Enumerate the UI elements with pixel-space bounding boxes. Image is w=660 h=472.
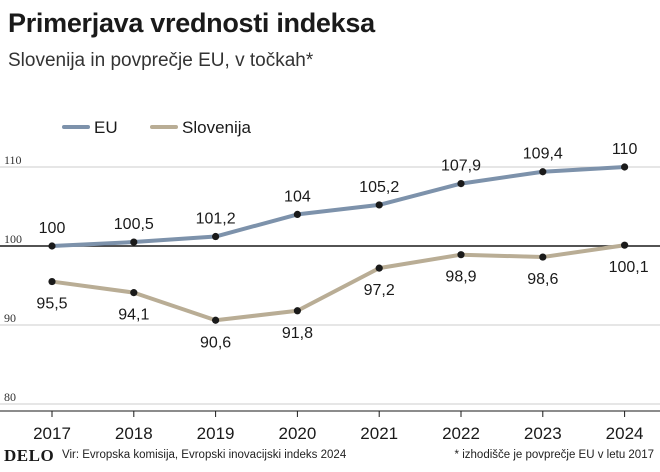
- data-point: [457, 179, 465, 188]
- y-tick-label: 110: [4, 153, 22, 167]
- data-point: [293, 210, 301, 218]
- data-label: 95,5: [36, 296, 67, 313]
- data-point: [130, 238, 138, 246]
- data-point: [212, 316, 220, 324]
- x-tick-label: 2018: [115, 424, 153, 442]
- data-label: 110: [612, 141, 638, 158]
- series-line-eu: [50, 165, 627, 248]
- data-label: 105,2: [359, 179, 399, 196]
- x-tick-label: 2020: [278, 424, 316, 442]
- data-label: 100,1: [609, 259, 649, 276]
- data-label: 91,8: [282, 325, 313, 342]
- chart-subtitle: Slovenija in povprečje EU, v točkah*: [8, 50, 314, 71]
- data-label: 90,6: [200, 334, 231, 351]
- data-label: 100: [39, 220, 66, 237]
- y-tick-label: 80: [4, 390, 16, 404]
- chart-title: Primerjava vrednosti indeksa: [8, 8, 375, 38]
- data-point: [539, 253, 547, 261]
- data-point: [130, 289, 138, 297]
- series-line-slovenija: [50, 243, 627, 323]
- publisher-logo: DELO: [4, 446, 55, 465]
- x-tick-label: 2021: [360, 424, 398, 442]
- data-point: [48, 277, 56, 286]
- data-label: 100,5: [114, 216, 154, 233]
- data-point: [375, 264, 383, 272]
- data-label: 97,2: [364, 282, 395, 299]
- x-tick-label: 2022: [442, 424, 480, 442]
- legend-label-slovenija: Slovenija: [182, 118, 252, 137]
- line-chart: 80 90 100 110 2017 2018 2019 2020 2021 2022 2023 20…: [0, 118, 660, 442]
- data-point: [293, 307, 301, 315]
- data-point: [375, 201, 383, 209]
- data-label: 107,9: [441, 158, 481, 175]
- x-tick-label: 2023: [524, 424, 562, 442]
- y-tick-label: 100: [4, 232, 22, 246]
- data-label: 104: [284, 188, 311, 205]
- data-point: [539, 168, 547, 176]
- legend-label-eu: EU: [94, 118, 118, 137]
- data-label: 101,2: [196, 211, 236, 228]
- data-label: 98,6: [527, 271, 558, 288]
- data-point: [457, 251, 465, 259]
- data-point: [48, 242, 56, 250]
- x-tick-label: 2024: [606, 424, 644, 442]
- footer: DELO Vir: Evropska komisija, Evropski in…: [0, 442, 660, 472]
- footnote: * izhodišče je povprečje EU v letu 2017: [454, 449, 654, 461]
- source-note: Vir: Evropska komisija, Evropski inovaci…: [62, 449, 347, 461]
- data-label: 109,4: [523, 146, 563, 163]
- data-label: 94,1: [118, 307, 149, 324]
- data-point: [212, 232, 220, 241]
- chart-background: [0, 82, 660, 442]
- data-point: [621, 241, 629, 249]
- x-tick-label: 2019: [197, 424, 235, 442]
- data-label: 98,9: [445, 269, 476, 286]
- data-point: [621, 163, 629, 171]
- y-tick-label: 90: [4, 311, 16, 325]
- x-tick-label: 2017: [33, 424, 71, 442]
